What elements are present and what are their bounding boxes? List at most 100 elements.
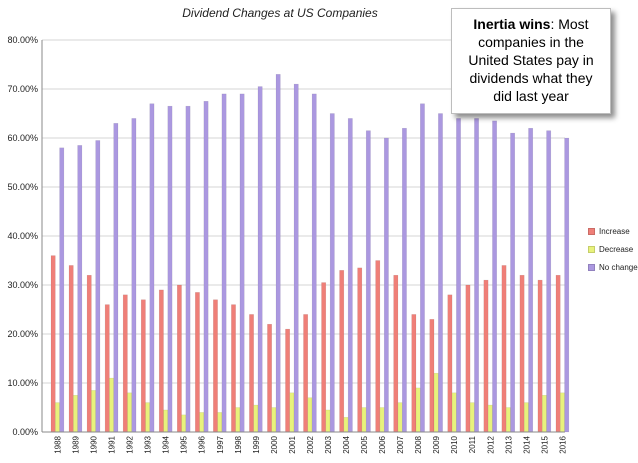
decrease-bar	[560, 392, 565, 433]
decrease-bar	[271, 407, 277, 433]
legend: Increase Decrease No change	[588, 222, 638, 276]
legend-swatch-no-change	[588, 263, 595, 271]
x-tick-label: 2007	[396, 435, 405, 453]
no-change-bar	[474, 118, 479, 433]
no-change-bar	[59, 147, 65, 433]
x-tick-label: 1988	[53, 435, 62, 453]
x-tick-label: 2008	[414, 435, 423, 453]
chart-title: Dividend Changes at US Companies	[182, 6, 378, 20]
increase-bar	[483, 279, 489, 433]
x-tick-label: 1998	[234, 435, 243, 453]
increase-bar	[357, 267, 363, 433]
legend-swatch-increase	[588, 227, 595, 235]
decrease-bar	[127, 392, 132, 433]
increase-bar	[267, 323, 272, 433]
bars	[50, 74, 570, 433]
decrease-bar	[541, 395, 547, 433]
no-change-bar	[546, 130, 552, 433]
decrease-bar	[487, 404, 493, 433]
no-change-bar	[185, 105, 191, 433]
no-change-bar	[365, 130, 371, 433]
x-tick-label: 1995	[180, 435, 189, 453]
x-tick-label: 1990	[90, 435, 99, 453]
increase-bar	[393, 274, 399, 433]
increase-bar	[321, 282, 327, 433]
increase-bar	[86, 274, 92, 433]
legend-label-decrease: Decrease	[599, 244, 634, 254]
x-tick-label: 2000	[270, 435, 279, 453]
no-change-bar	[167, 105, 173, 433]
decrease-bar	[415, 387, 421, 433]
no-change-bar	[293, 83, 299, 433]
increase-bar	[447, 294, 453, 433]
legend-label-increase: Increase	[599, 226, 630, 236]
increase-bar	[501, 265, 507, 433]
no-change-bar	[275, 74, 281, 433]
increase-bar	[303, 314, 309, 433]
x-tick-label: 1997	[216, 435, 225, 453]
x-tick-label: 2010	[450, 435, 459, 453]
decrease-bar	[181, 414, 187, 433]
increase-bar	[176, 284, 182, 433]
decrease-bar	[523, 402, 529, 433]
y-tick-label: 40.00%	[7, 231, 38, 241]
decrease-bar	[379, 407, 385, 433]
no-change-bar	[131, 118, 137, 433]
x-tick-label: 1989	[71, 435, 80, 453]
legend-label-no-change: No change	[599, 262, 638, 272]
no-change-bar	[329, 113, 335, 433]
no-change-bar	[528, 127, 534, 433]
decrease-bar	[163, 409, 169, 433]
x-tick-label: 2015	[540, 435, 549, 453]
no-change-bar	[149, 103, 155, 433]
decrease-bar	[73, 395, 78, 433]
decrease-bar	[55, 402, 60, 433]
increase-bar	[285, 328, 290, 433]
x-tick-label: 2014	[522, 435, 531, 453]
x-tick-label: 1994	[162, 435, 171, 453]
increase-bar	[158, 289, 164, 433]
increase-bar	[231, 304, 236, 433]
no-change-bar	[456, 118, 461, 433]
increase-bar	[68, 265, 74, 433]
x-tick-labels: 1988 1989 1990 1991 1992 1993 1994 1995 1996 1997…	[53, 435, 567, 453]
x-tick-label: 2004	[342, 435, 351, 453]
decrease-bar	[505, 407, 511, 433]
x-tick-label: 2001	[288, 435, 297, 453]
x-tick-label: 2002	[306, 435, 315, 453]
decrease-bar	[253, 404, 259, 433]
increase-bar	[465, 284, 471, 433]
x-tick-label: 2016	[558, 435, 567, 453]
no-change-bar	[113, 123, 119, 433]
decrease-bar	[235, 407, 241, 433]
increase-bar	[213, 299, 218, 433]
decrease-bar	[433, 372, 439, 433]
no-change-bar	[203, 101, 209, 433]
decrease-bar	[289, 392, 295, 433]
decrease-bar	[217, 412, 223, 433]
no-change-bar	[492, 120, 497, 433]
increase-bar	[122, 294, 128, 433]
x-tick-label: 1999	[252, 435, 261, 453]
y-tick-label: 20.00%	[7, 329, 38, 339]
no-change-bar	[510, 132, 516, 433]
no-change-bar	[347, 118, 353, 433]
decrease-bar	[451, 392, 457, 433]
y-tick-label: 10.00%	[7, 378, 38, 388]
legend-swatch-decrease	[588, 245, 595, 253]
no-change-bar	[438, 113, 443, 433]
no-change-bar	[383, 137, 389, 433]
decrease-bar	[109, 377, 114, 433]
no-change-bar	[221, 93, 227, 433]
no-change-bar	[420, 103, 425, 433]
increase-bar	[519, 274, 525, 433]
x-tick-label: 2003	[324, 435, 333, 453]
y-tick-label: 50.00%	[7, 182, 38, 192]
decrease-bar	[199, 412, 205, 433]
increase-bar	[339, 270, 345, 433]
no-change-bar	[402, 127, 407, 433]
increase-bar	[104, 304, 110, 433]
no-change-bar	[564, 137, 570, 433]
increase-bar	[195, 292, 200, 433]
